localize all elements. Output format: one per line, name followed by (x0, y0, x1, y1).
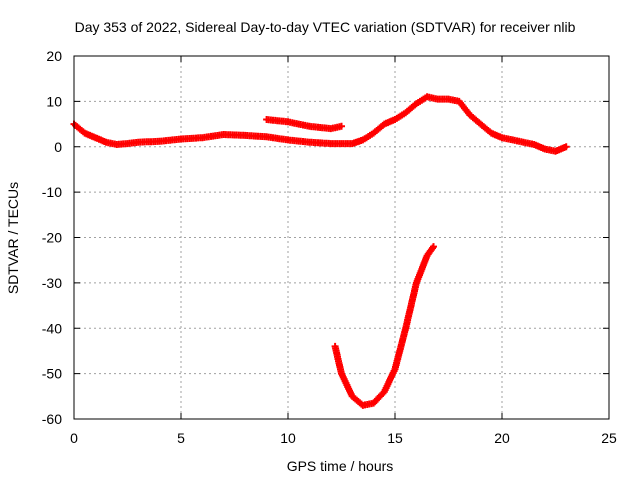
x-tick-label: 20 (494, 430, 510, 446)
series-dip-arc (331, 243, 437, 409)
x-tick-label: 10 (280, 430, 296, 446)
chart-title: Day 353 of 2022, Sidereal Day-to-day VTE… (75, 19, 576, 35)
x-tick-label: 0 (70, 430, 78, 446)
y-tick-label: -10 (42, 184, 62, 200)
y-tick-label: 20 (46, 48, 62, 64)
y-axis-label: SDTVAR / TECUs (5, 182, 21, 294)
y-tick-label: 10 (46, 93, 62, 109)
y-tick-label: -50 (42, 366, 62, 382)
y-tick-label: -30 (42, 275, 62, 291)
y-tick-label: -40 (42, 320, 62, 336)
x-tick-label: 5 (177, 430, 185, 446)
grid-lines (74, 56, 609, 419)
x-axis-label: GPS time / hours (287, 458, 394, 474)
y-tick-label: -60 (42, 411, 62, 427)
data-series (70, 93, 570, 409)
x-tick-label: 15 (387, 430, 403, 446)
series-markers (331, 243, 437, 409)
axis-ticks: 0 5 10 15 20 25 -60 -50 -40 -30 -20 -10 0 10 20 (42, 48, 617, 446)
y-tick-label: -20 (42, 230, 62, 246)
y-tick-label: 0 (54, 139, 62, 155)
x-tick-label: 25 (601, 430, 617, 446)
series-markers (263, 116, 345, 133)
series-short-arc (263, 116, 345, 133)
